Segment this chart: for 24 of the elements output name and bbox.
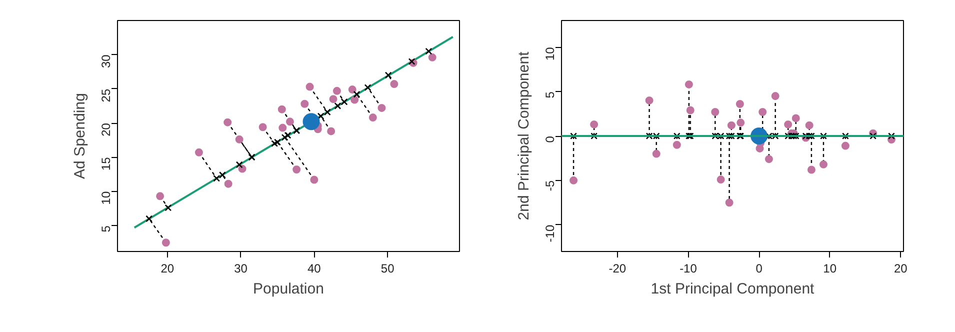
y-axis-title: 2nd Principal Component [516,50,532,220]
x-tick-label: 0 [756,262,763,276]
y-tick-label: 5 [543,91,557,98]
y-tick-label: 0 [543,136,557,143]
x-tick-label: 20 [160,262,174,276]
y-tick-label: 10 [543,46,557,60]
x-axis-title: Population [253,280,324,298]
y-tick-label: 5 [99,225,113,232]
y-tick-label: 30 [99,54,113,68]
x-tick-label: 50 [380,262,395,276]
x-tick-label: -10 [680,262,698,276]
y-tick-label: -5 [543,180,557,192]
y-axis-title: Ad Spending [72,93,88,179]
y-tick-label: 10 [99,191,113,205]
y-tick-label: -10 [543,224,557,242]
x-tick-label: 40 [308,262,322,276]
y-tick-label: 20 [99,122,113,136]
x-tick-label: 30 [234,262,248,276]
x-tick-label: 10 [823,262,837,276]
x-axis-title: 1st Principal Component [650,280,816,298]
y-tick-label: 25 [99,88,113,102]
y-tick-label: 15 [99,156,113,171]
x-tick-label: -20 [608,262,626,276]
x-tick-label: 20 [894,262,908,276]
